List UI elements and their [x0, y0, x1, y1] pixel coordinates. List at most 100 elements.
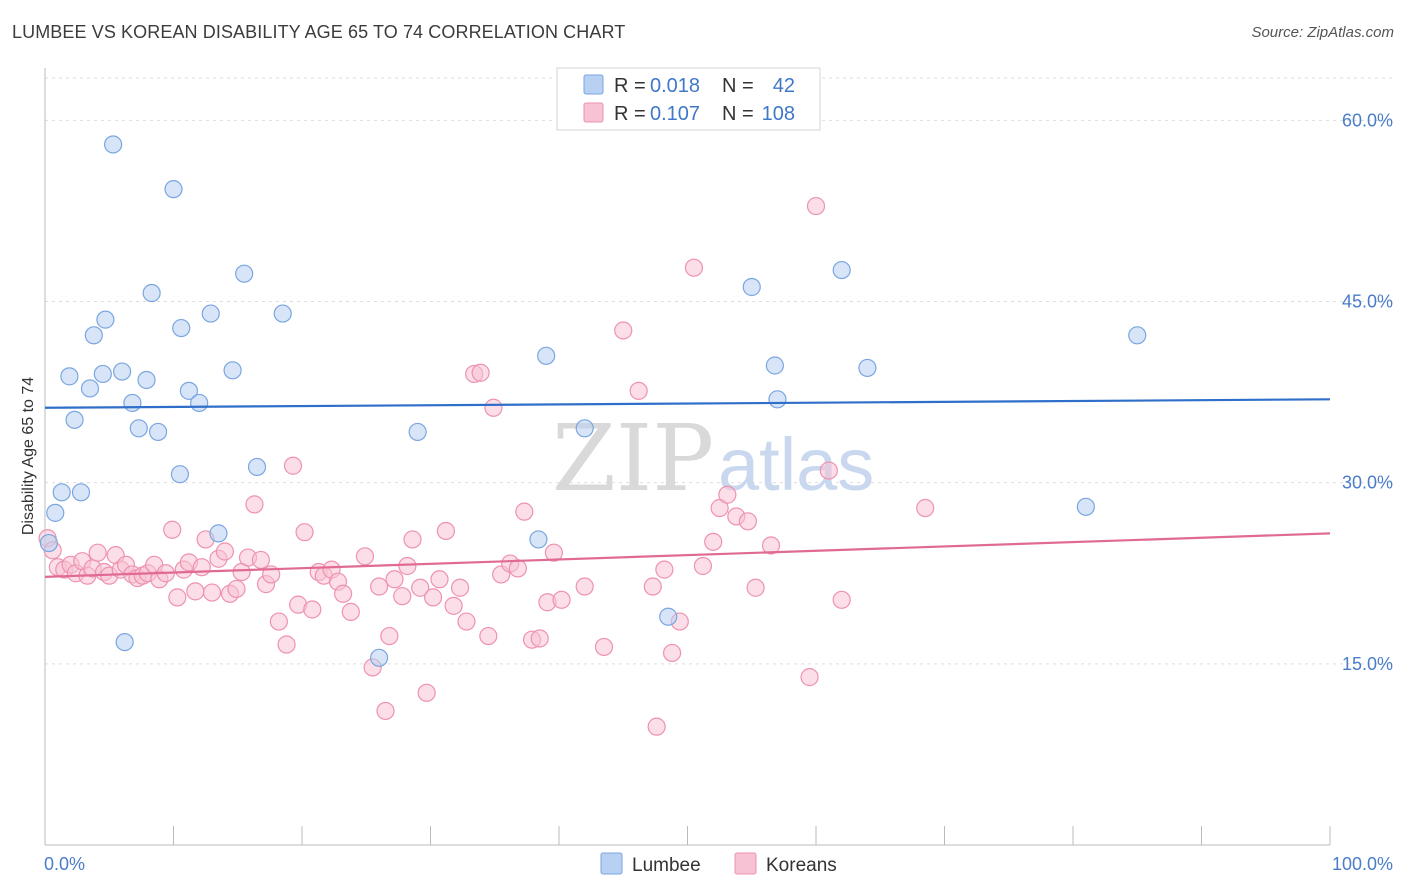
- bottom-legend-label-koreans: Koreans: [766, 855, 837, 876]
- lumbee-point: [142, 283, 161, 303]
- x-tick-labels: 0.0% 100.0%: [44, 854, 1393, 874]
- watermark-atlas: atlas: [718, 423, 874, 506]
- lumbee-point: [529, 530, 548, 549]
- lumbee-point: [52, 483, 71, 502]
- koreans-point: [704, 532, 723, 551]
- koreans-point: [647, 717, 666, 736]
- trend-lines: [44, 398, 1331, 578]
- koreans-point: [341, 602, 360, 621]
- koreans-point: [508, 559, 527, 578]
- koreans-point: [403, 530, 422, 549]
- lumbee-point: [164, 180, 183, 199]
- koreans-point: [800, 668, 819, 687]
- koreans-point: [643, 577, 662, 596]
- koreans-point: [916, 498, 935, 518]
- lumbee-point: [247, 457, 267, 477]
- legend-r-label-koreans: R =: [614, 103, 646, 125]
- lumbee-point: [858, 358, 877, 378]
- lumbee-point: [115, 632, 134, 652]
- watermark: ZIP atlas: [552, 405, 874, 512]
- legend-n-label-lumbee: N =: [722, 75, 754, 97]
- koreans-point: [393, 587, 412, 606]
- koreans-point: [594, 637, 614, 657]
- legend-n-value-koreans: 108: [762, 103, 795, 125]
- lumbee-point: [84, 326, 103, 345]
- axes: [44, 68, 1331, 846]
- koreans-point: [192, 558, 211, 577]
- lumbee-points: [39, 135, 1147, 667]
- lumbee-point: [201, 304, 220, 323]
- koreans-point: [202, 583, 222, 602]
- koreans-point: [168, 588, 187, 607]
- legend-r-label-lumbee: R =: [614, 75, 646, 97]
- lumbee-point: [137, 370, 156, 390]
- lumbee-point: [1076, 497, 1095, 516]
- koreans-point: [614, 321, 633, 340]
- legend-n-label-koreans: N =: [722, 103, 754, 125]
- koreans-point: [655, 560, 674, 579]
- lumbee-point: [235, 264, 254, 283]
- y-tick-label: 30.0%: [1342, 473, 1393, 493]
- lumbee-trend-line: [44, 398, 1331, 409]
- lumbee-point: [190, 393, 209, 413]
- lumbee-point: [93, 364, 112, 384]
- koreans-point: [530, 629, 549, 648]
- lumbee-point: [768, 390, 787, 409]
- koreans-point: [552, 590, 571, 609]
- bottom-legend-swatch-lumbee: [600, 852, 623, 875]
- koreans-point: [186, 582, 205, 601]
- koreans-point: [380, 626, 399, 646]
- lumbee-point: [39, 533, 58, 553]
- lumbee-point: [65, 410, 84, 429]
- lumbee-point: [46, 503, 65, 522]
- lumbee-point: [60, 367, 79, 386]
- lumbee-point: [172, 318, 191, 338]
- koreans-point: [471, 363, 490, 382]
- watermark-zip: ZIP: [552, 405, 714, 512]
- koreans-point: [806, 196, 826, 216]
- koreans-point: [832, 590, 851, 609]
- koreans-point: [303, 600, 322, 619]
- koreans-point: [479, 626, 498, 646]
- koreans-trend-line: [44, 532, 1331, 578]
- y-tick-label: 45.0%: [1342, 291, 1393, 311]
- lumbee-point: [209, 524, 228, 543]
- legend-n-value-lumbee: 42: [773, 75, 795, 97]
- y-tick-label: 60.0%: [1342, 110, 1393, 130]
- koreans-point: [283, 456, 303, 475]
- koreans-point: [819, 461, 838, 480]
- chart-title: LUMBEE VS KOREAN DISABILITY AGE 65 TO 74…: [12, 22, 626, 42]
- lumbee-point: [742, 277, 761, 297]
- koreans-point: [436, 521, 456, 541]
- lumbee-point: [80, 379, 100, 398]
- lumbee-point: [1128, 326, 1147, 345]
- legend-r-value-lumbee: 0.018: [650, 75, 700, 97]
- lumbee-point: [96, 310, 115, 329]
- lumbee-point: [408, 422, 427, 442]
- koreans-point: [444, 596, 463, 615]
- lumbee-point: [575, 419, 594, 438]
- koreans-point: [544, 543, 563, 562]
- lumbee-point: [71, 483, 91, 502]
- legend-swatch-koreans: [583, 102, 604, 123]
- koreans-point: [245, 495, 264, 514]
- x-tick-label-max: 100.0%: [1332, 854, 1393, 874]
- lumbee-point: [659, 607, 678, 626]
- lumbee-point: [104, 135, 123, 154]
- koreans-point: [215, 542, 234, 561]
- lumbee-point: [370, 648, 389, 667]
- koreans-point: [629, 381, 648, 400]
- koreans-point: [398, 556, 417, 576]
- x-tick-label-min: 0.0%: [44, 854, 85, 874]
- lumbee-point: [273, 304, 292, 323]
- koreans-point: [457, 612, 476, 631]
- y-axis-label: Disability Age 65 to 74: [20, 377, 37, 535]
- koreans-point: [515, 502, 534, 521]
- lumbee-point: [832, 260, 851, 280]
- lumbee-point: [170, 465, 190, 484]
- koreans-point: [738, 512, 757, 531]
- koreans-point: [662, 643, 682, 663]
- bottom-legend-swatch-koreans: [734, 852, 757, 875]
- legend-swatch-lumbee: [583, 74, 604, 95]
- source-label: Source: ZipAtlas.com: [1251, 24, 1394, 41]
